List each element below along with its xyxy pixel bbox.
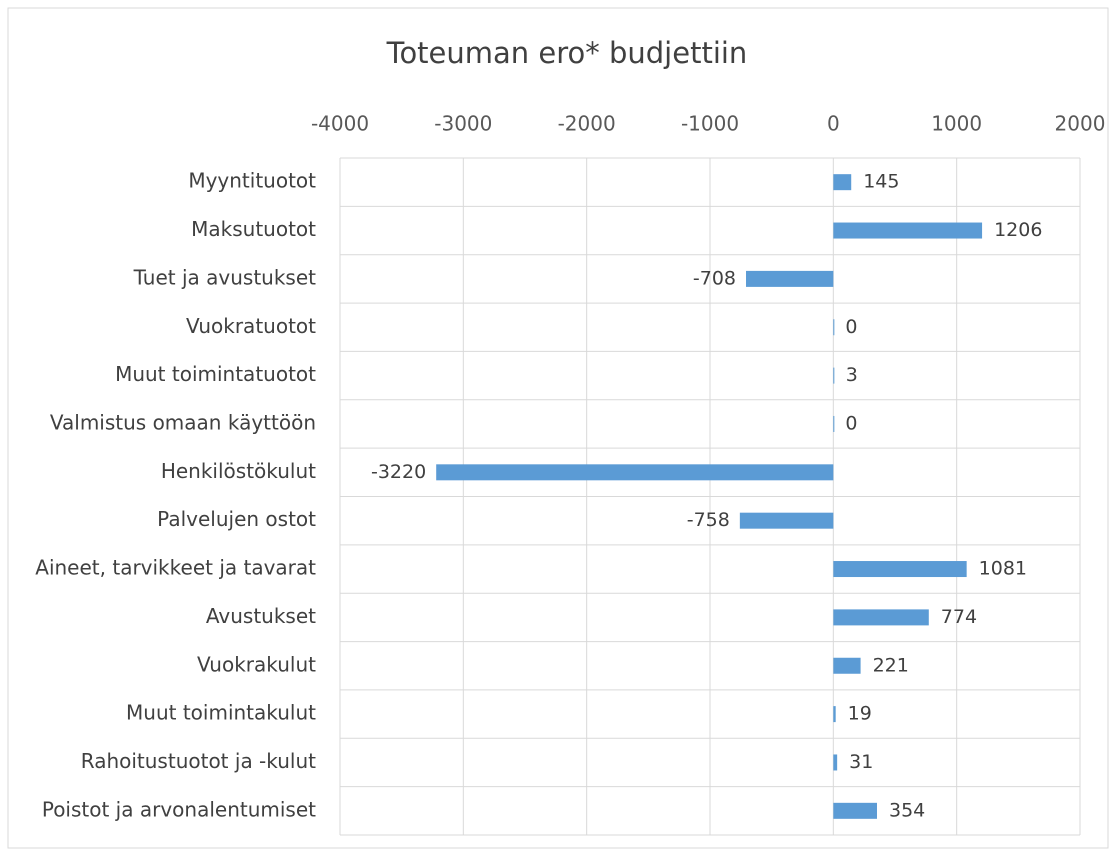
data-label: 145 [863,171,899,193]
x-tick-label: -2000 [558,112,616,136]
y-tick-label: Vuokrakulut [197,652,316,676]
y-tick-label: Avustukset [206,604,316,628]
y-tick-label: Rahoitustuotot ja -kulut [81,749,316,773]
bar [739,512,834,529]
bar [833,367,835,384]
data-label: 19 [848,703,872,725]
data-label: 221 [873,654,909,676]
bar [833,609,929,626]
bar [833,706,836,723]
y-tick-label: Muut toimintatuotot [115,362,316,386]
x-tick-label: 2000 [1055,112,1106,136]
bar [833,319,835,336]
bar [833,657,861,674]
y-tick-label: Tuet ja avustukset [133,265,317,289]
y-tick-label: Maksutuotot [191,217,316,241]
data-label: 1206 [994,219,1042,241]
y-tick-label: Palvelujen ostot [157,507,316,531]
bar [833,222,983,239]
data-label: -758 [687,509,730,531]
bar [833,754,838,771]
y-tick-label: Henkilöstökulut [161,459,316,483]
y-tick-label: Poistot ja arvonalentumiset [42,797,316,821]
data-label: -708 [693,267,736,289]
x-tick-label: 1000 [931,112,982,136]
data-label: 0 [845,316,857,338]
x-tick-label: -3000 [434,112,492,136]
data-label: 1081 [979,558,1027,580]
bar [833,174,852,191]
bar [746,270,834,287]
data-label: 354 [889,799,925,821]
data-label: 3 [846,364,858,386]
y-tick-label: Valmistus omaan käyttöön [50,410,316,434]
chart-title: Toteuman ero* budjettiin [386,36,748,70]
y-tick-label: Vuokratuotot [186,314,316,338]
data-label: 31 [849,751,873,773]
bar [436,464,834,481]
x-tick-label: 0 [827,112,840,136]
bar [833,415,835,432]
chart-border [7,7,1109,849]
bar [833,561,967,578]
data-label: 0 [845,412,857,434]
y-tick-label: Muut toimintakulut [126,701,316,725]
x-tick-label: -1000 [681,112,739,136]
y-tick-label: Myyntituotot [188,169,316,193]
x-tick-label: -4000 [311,112,369,136]
data-label: 774 [941,606,977,628]
data-label: -3220 [371,461,426,483]
bar [833,802,877,819]
y-tick-label: Aineet, tarvikkeet ja tavarat [35,556,316,580]
